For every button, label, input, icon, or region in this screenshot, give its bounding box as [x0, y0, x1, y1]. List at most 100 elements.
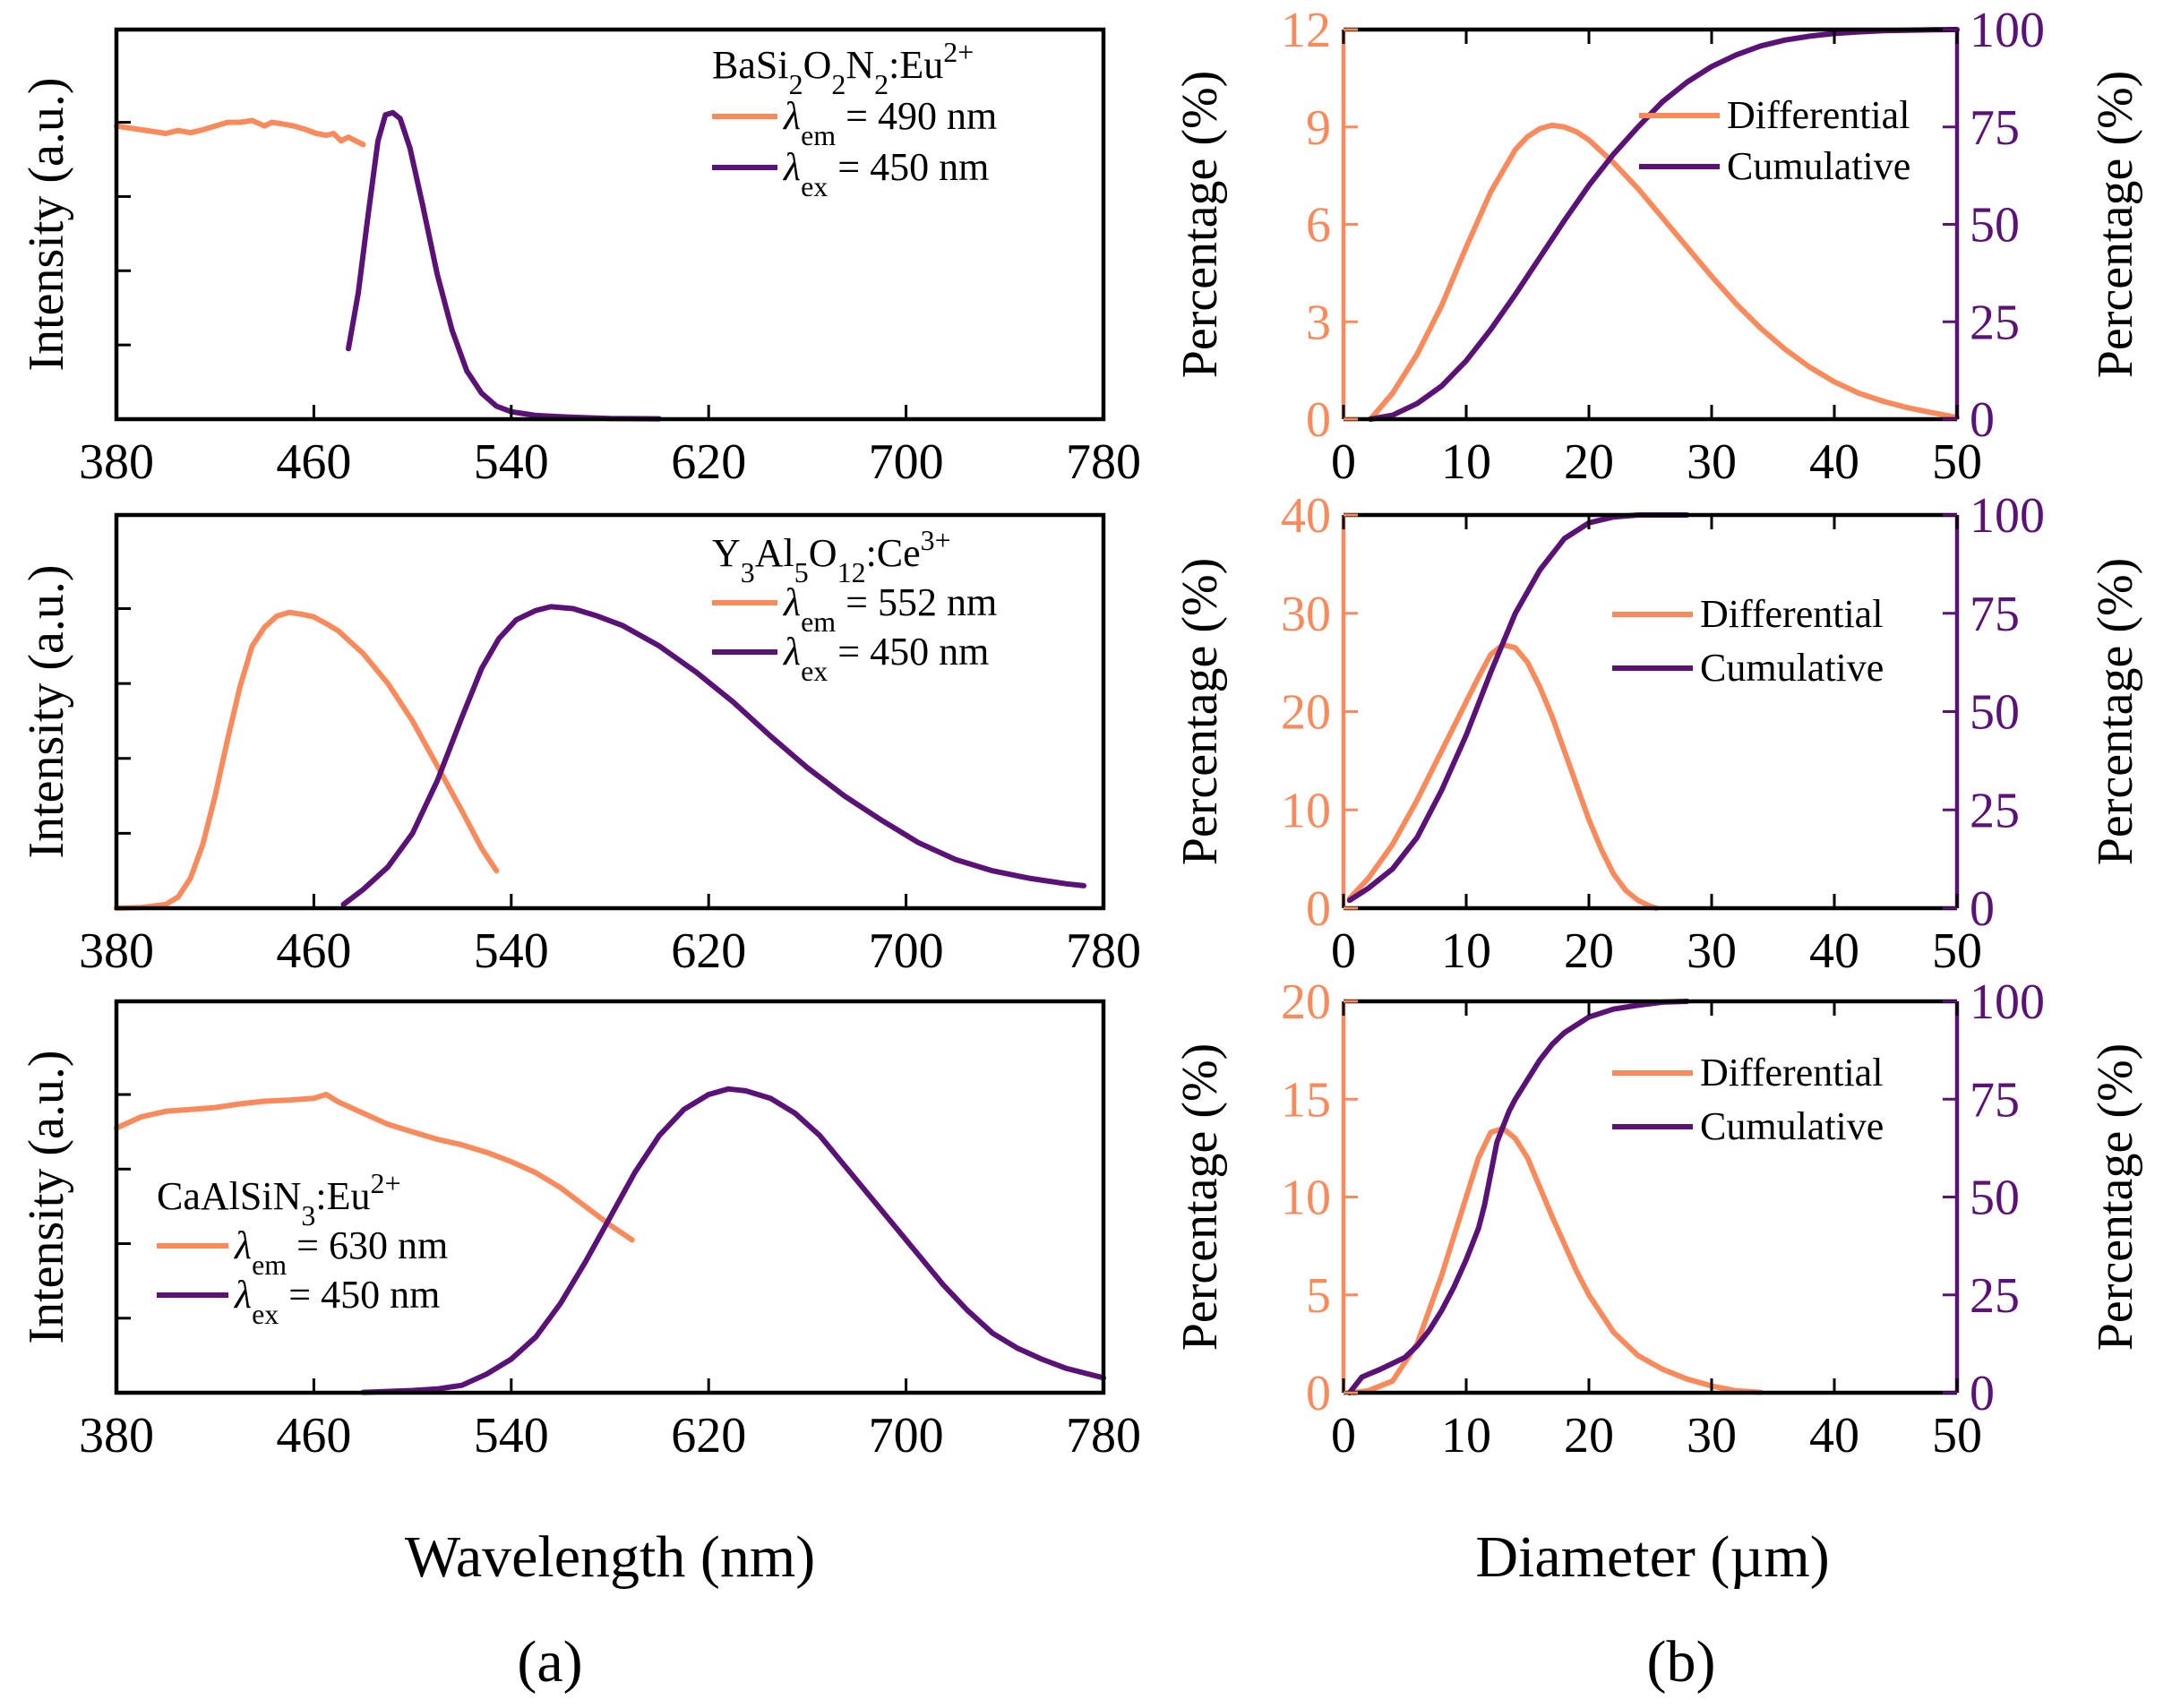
x-tick-label: 30: [1687, 923, 1737, 979]
series-line-excitation: [114, 117, 366, 148]
y-left-tick-label: 6: [1306, 198, 1331, 253]
chart-b2: 0 10 20 30 40 500102030400255075100Percentage…: [1172, 488, 2143, 979]
y-left-tick-label: 9: [1306, 100, 1331, 156]
legend-title-sub: 2: [831, 68, 846, 100]
legend-title-sub: 5: [794, 556, 809, 588]
x-tick-label: 620: [671, 923, 746, 979]
x-tick-label: 20: [1564, 434, 1614, 490]
y-left-axis-label: Percentage (%): [1172, 1043, 1228, 1352]
legend-entry-cumulative: Cumulative: [1700, 1104, 1884, 1148]
legend-title: Y3Al5O12:Ce3+: [712, 524, 951, 588]
y-left-tick-label: 10: [1281, 1171, 1331, 1226]
plot-frame: [114, 27, 1106, 422]
chart-b3: 0 10 20 30 40 50051015200255075100Percentage …: [1172, 974, 2143, 1463]
y-left-tick-label: 20: [1281, 685, 1331, 741]
legend-entry: λex = 450 nm: [233, 1273, 440, 1330]
legend-title-sub: 3: [741, 556, 755, 588]
legend-entry-sub: em: [801, 119, 836, 151]
plot-frame: [114, 999, 1106, 1395]
series-line-excitation: [114, 1092, 635, 1243]
x-tick-label: 20: [1564, 1408, 1614, 1463]
series-line-cumulative: [1346, 999, 1690, 1395]
x-tick-label: 0: [1331, 923, 1356, 979]
x-tick-label: 0: [1331, 434, 1356, 490]
y-right-axis-label: Percentage (%): [2088, 71, 2143, 379]
legend-title-text: O: [809, 531, 837, 575]
y-left-axis-label: Percentage (%): [1172, 558, 1228, 866]
legend-title-sub: 12: [837, 556, 866, 588]
series-line-excitation: [114, 609, 500, 911]
legend-entry: λex = 450 nm: [782, 145, 989, 202]
legend-title-text: O: [803, 43, 832, 87]
x-tick-label: 380: [79, 923, 154, 979]
y-right-tick-label: 75: [1970, 587, 2020, 642]
legend-entry-cumulative: Cumulative: [1700, 646, 1884, 690]
x-tick-label: 380: [79, 1408, 154, 1463]
y-right-tick-label: 0: [1970, 881, 1995, 937]
series-line-emission: [346, 109, 663, 422]
legend-entry-text: = 450 nm: [828, 630, 989, 674]
x-tick-label: 10: [1441, 1408, 1491, 1463]
legend-entry-differential: Differential: [1700, 592, 1883, 636]
y-right-tick-label: 100: [1970, 488, 2045, 544]
series-line-emission: [360, 1086, 1106, 1395]
y-axis-label: Intensity (a.u.): [19, 564, 74, 858]
legend: Differential Cumulative: [1612, 592, 1884, 690]
chart-a2: 380 460 540 620 700 780 Intensity (a.u.) Y3Al5O…: [19, 512, 1141, 979]
x-tick-label: 620: [671, 434, 746, 490]
y-left-tick-label: 20: [1281, 974, 1331, 1030]
y-right-tick-label: 75: [1970, 100, 2020, 156]
legend-entry-text: = 450 nm: [279, 1273, 440, 1317]
y-left-axis-label: Percentage (%): [1172, 71, 1228, 379]
legend-title-sub: 2: [789, 68, 803, 100]
legend-entry-differential: Differential: [1727, 93, 1910, 137]
y-right-tick-label: 25: [1970, 1268, 2020, 1324]
legend-entry-sub: ex: [801, 655, 828, 687]
x-tick-label: 540: [474, 923, 549, 979]
y-right-axis-label: Percentage (%): [2088, 1043, 2143, 1352]
y-left-tick-label: 3: [1306, 295, 1331, 350]
legend-entry-sub: ex: [252, 1298, 279, 1330]
x-tick-label: 780: [1066, 434, 1141, 490]
legend-title-sup: 2+: [370, 1167, 400, 1199]
x-tick-label: 460: [276, 1408, 351, 1463]
x-tick-label: 780: [1066, 923, 1141, 979]
legend-title-text: :Eu: [889, 43, 943, 87]
legend-entry: λem = 490 nm: [782, 94, 997, 151]
x-axis-title-wavelength: Wavelength (nm): [405, 1524, 815, 1590]
x-tick-label: 0: [1331, 1408, 1356, 1463]
y-left-tick-label: 0: [1306, 392, 1331, 448]
x-tick-label: 540: [474, 1408, 549, 1463]
plot-frame: [114, 512, 1106, 911]
y-left-tick-label: 15: [1281, 1072, 1331, 1128]
legend-title-text: N: [846, 43, 874, 87]
legend-title-text: BaSi: [712, 43, 789, 87]
y-right-tick-label: 50: [1970, 685, 2020, 741]
x-tick-label: 620: [671, 1408, 746, 1463]
x-tick-label: 30: [1687, 1408, 1737, 1463]
y-right-tick-label: 0: [1970, 1366, 1995, 1421]
x-axis-title-diameter: Diameter (µm): [1475, 1524, 1829, 1590]
x-tick-label: 10: [1441, 434, 1491, 490]
x-tick-label: 780: [1066, 1408, 1141, 1463]
y-right-tick-label: 50: [1970, 1171, 2020, 1226]
x-tick-label: 380: [79, 434, 154, 490]
legend-title-sup: 2+: [943, 36, 974, 68]
legend-entry-symbol: λ: [782, 145, 801, 189]
y-left-tick-label: 5: [1306, 1268, 1331, 1324]
legend-entry-differential: Differential: [1700, 1051, 1883, 1094]
x-tick-label: 30: [1687, 434, 1737, 490]
legend-entry-text: = 450 nm: [828, 145, 989, 189]
legend-title-sub: 2: [874, 68, 889, 100]
legend-title: BaSi2O2N2:Eu2+: [712, 36, 974, 100]
legend-entry-text: = 552 nm: [836, 580, 997, 624]
y-right-tick-label: 100: [1970, 3, 2045, 58]
series-line-differential: [1351, 1126, 1764, 1395]
y-right-tick-label: 0: [1970, 392, 1995, 448]
y-axis-label: Intensity (a.u.): [19, 77, 74, 371]
